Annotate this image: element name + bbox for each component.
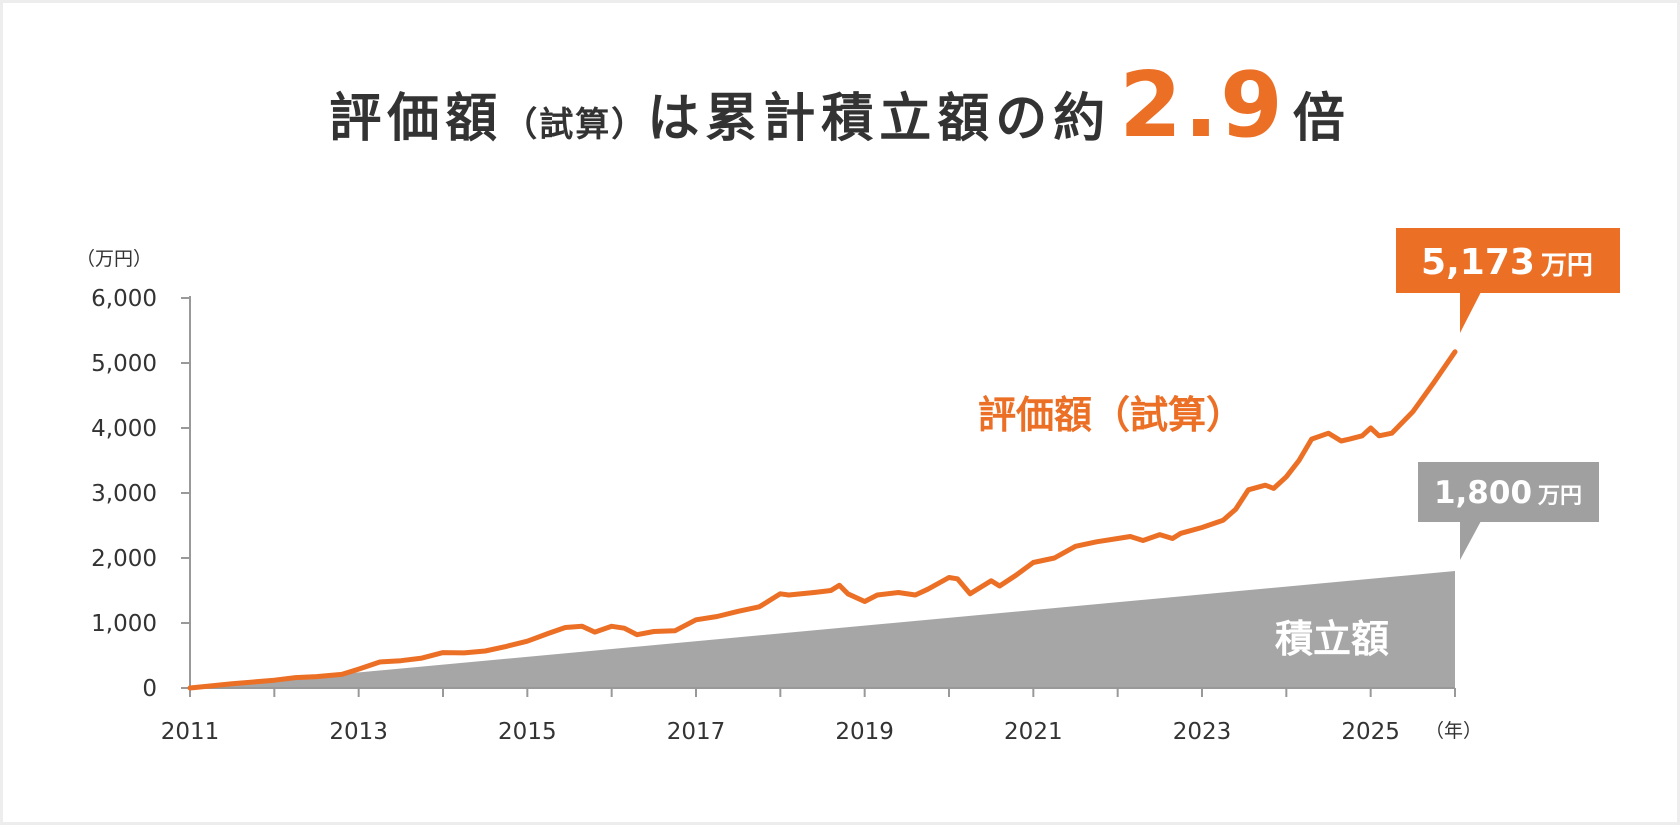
evaluation-callout-unit: 万円 xyxy=(1541,251,1593,281)
contribution-series-label: 積立額 xyxy=(1275,617,1389,661)
x-tick-label: 2011 xyxy=(161,719,220,745)
contribution-area-layer xyxy=(190,571,1455,688)
contribution-callout: 1,800 万円 xyxy=(1418,462,1599,560)
title-part-evaluation: 評価額 xyxy=(329,89,504,149)
contribution-area xyxy=(190,571,1455,688)
x-tick-label: 2017 xyxy=(667,719,726,745)
title-multiplier: 2.9 xyxy=(1119,53,1285,158)
x-unit-label: （年） xyxy=(1425,720,1482,742)
x-tick-label: 2015 xyxy=(498,719,557,745)
evaluation-line xyxy=(187,349,1458,691)
contribution-callout-text: 1,800 万円 xyxy=(1434,475,1582,511)
chart-title: 評価額（試算）は累計積立額の約2.9 倍 xyxy=(0,56,1680,156)
y-unit-label: （万円） xyxy=(76,248,152,270)
x-tick-label: 2025 xyxy=(1341,719,1400,745)
title-part-ratio-text: は累計積立額の約 xyxy=(647,89,1112,149)
y-tick-label: 6,000 xyxy=(91,286,157,312)
evaluation-callout-value: 5,173 xyxy=(1421,242,1535,283)
y-tick-label: 3,000 xyxy=(91,481,157,507)
y-tick-label: 4,000 xyxy=(91,416,157,442)
axes: 0 1,000 2,000 3,000 4,000 5,000 6,000 2011 2013 2… xyxy=(91,286,1456,745)
contribution-callout-pointer xyxy=(1460,521,1481,560)
evaluation-series-label: 評価額（試算） xyxy=(978,393,1244,437)
y-tick-label: 2,000 xyxy=(91,546,157,572)
title-part-estimate: （試算） xyxy=(503,105,648,145)
y-tick-label: 5,000 xyxy=(91,351,157,377)
y-tick-label: 0 xyxy=(142,676,157,702)
x-tick-label: 2013 xyxy=(329,719,388,745)
title-part-times: 倍 xyxy=(1292,89,1351,149)
contribution-callout-box xyxy=(1418,462,1599,522)
evaluation-line-layer xyxy=(187,349,1458,691)
evaluation-callout: 5,173 万円 xyxy=(1396,228,1620,333)
evaluation-callout-text: 5,173 万円 xyxy=(1421,242,1593,283)
x-tick-label: 2023 xyxy=(1173,719,1232,745)
x-tick-label: 2021 xyxy=(1004,719,1063,745)
contribution-callout-unit: 万円 xyxy=(1537,484,1582,509)
evaluation-callout-box xyxy=(1396,228,1620,293)
x-tick-label: 2019 xyxy=(835,719,894,745)
y-tick-label: 1,000 xyxy=(91,611,157,637)
evaluation-callout-pointer xyxy=(1460,292,1481,333)
contribution-callout-value: 1,800 xyxy=(1434,475,1532,511)
